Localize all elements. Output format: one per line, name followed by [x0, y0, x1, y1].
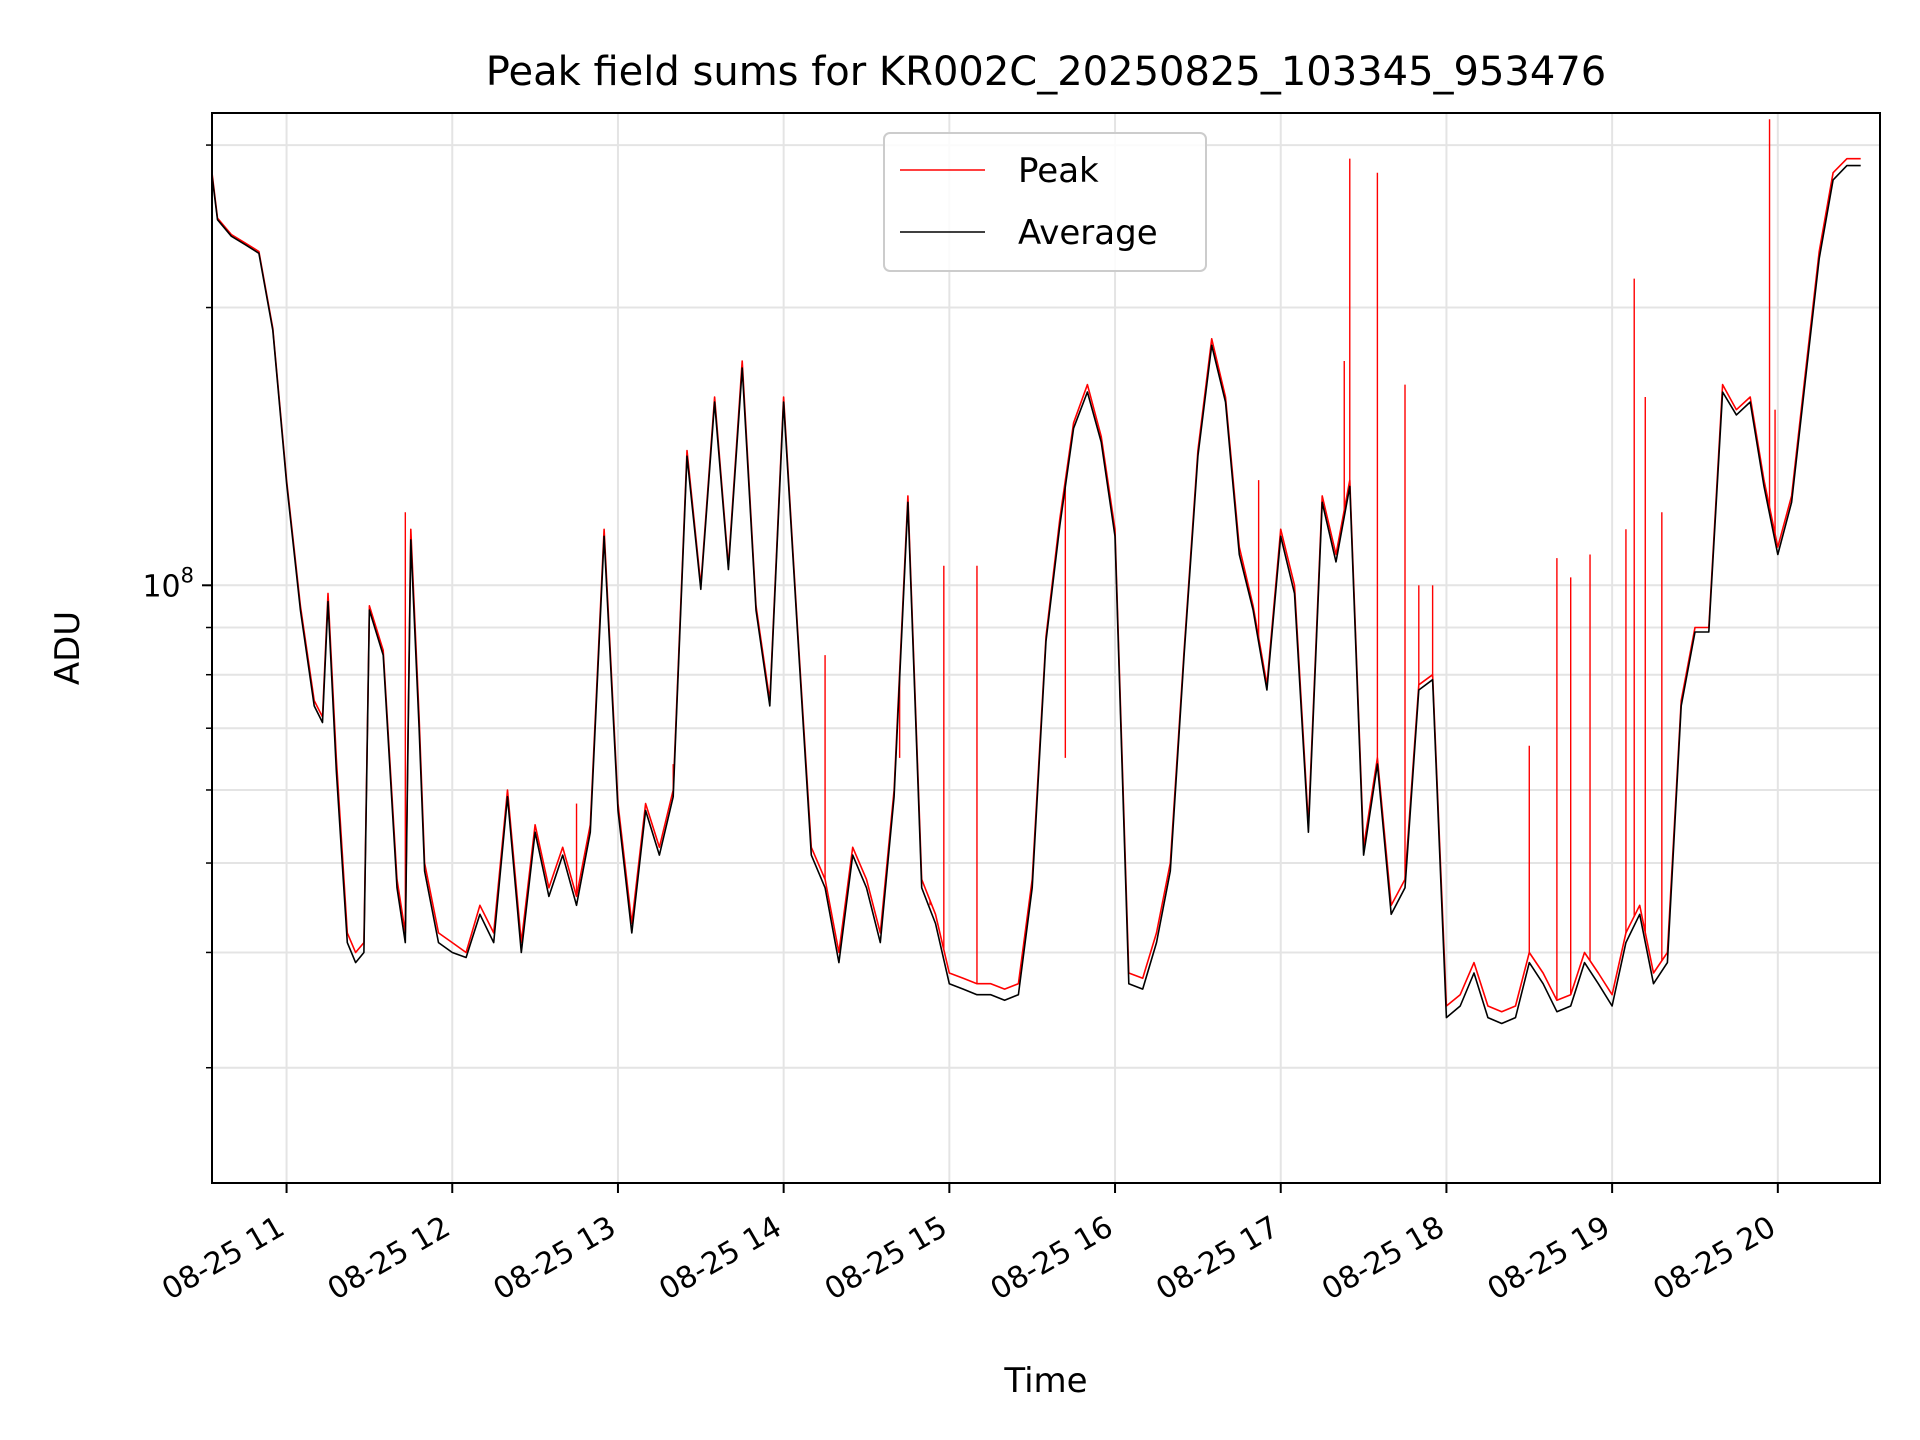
x-axis-label: Time — [1003, 1361, 1087, 1401]
y-tick-exponent: 8 — [181, 563, 194, 587]
legend-box — [883, 132, 1207, 272]
legend-label-average: Average — [1018, 213, 1158, 253]
legend-label-peak: Peak — [1018, 151, 1099, 191]
series-line-average — [212, 164, 1861, 1025]
y-axis-label: ADU — [48, 611, 88, 685]
legend: Peak Average — [883, 132, 1207, 272]
y-tick-label: 108 — [142, 563, 194, 604]
grid — [212, 113, 1880, 1183]
y-axis: 108 — [142, 144, 212, 1069]
series-layer — [212, 119, 1861, 1025]
series-group — [212, 119, 1861, 1025]
y-tick-base: 10 — [142, 569, 180, 604]
plot-frame — [211, 112, 1881, 1184]
chart-title: Peak field sums for KR002C_20250825_1033… — [486, 49, 1606, 95]
